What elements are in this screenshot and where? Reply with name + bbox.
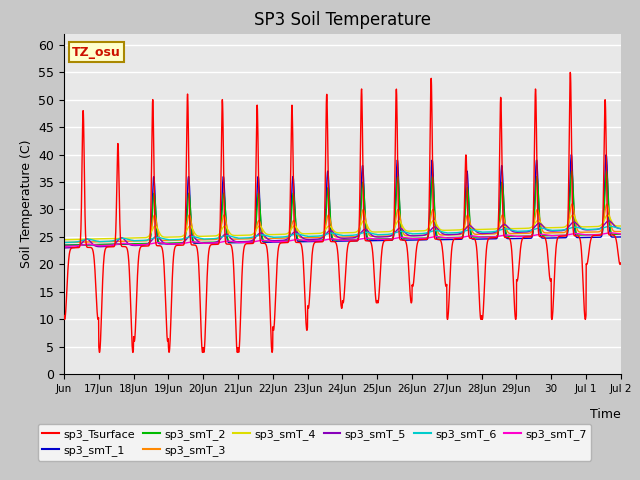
sp3_smT_7 <box>607 230 614 236</box>
sp3_Tsurface <box>116 210 124 216</box>
sp3_smT_1 <box>510 236 518 241</box>
sp3_smT_2 <box>236 239 244 245</box>
sp3_smT_5 <box>116 236 124 241</box>
sp3_smT_1 <box>609 234 617 240</box>
sp3_smT_4 <box>609 221 617 227</box>
sp3_smT_2 <box>510 233 518 239</box>
Line: sp3_smT_2: sp3_smT_2 <box>64 171 621 245</box>
sp3_Tsurface <box>60 312 68 318</box>
Line: sp3_smT_5: sp3_smT_5 <box>64 221 621 248</box>
sp3_smT_1 <box>617 234 625 240</box>
Y-axis label: Soil Temperature (C): Soil Temperature (C) <box>20 140 33 268</box>
sp3_smT_2 <box>60 242 68 248</box>
sp3_smT_5 <box>541 226 549 232</box>
sp3_smT_3 <box>541 230 549 236</box>
sp3_smT_4 <box>60 237 68 242</box>
sp3_smT_3 <box>603 201 611 207</box>
sp3_smT_2 <box>116 241 124 247</box>
sp3_smT_3 <box>376 233 383 239</box>
Line: sp3_smT_4: sp3_smT_4 <box>64 215 621 240</box>
Text: TZ_osu: TZ_osu <box>72 46 121 59</box>
sp3_smT_5 <box>60 245 68 251</box>
sp3_smT_1 <box>541 235 549 241</box>
sp3_smT_7 <box>116 241 124 247</box>
sp3_Tsurface <box>376 275 384 281</box>
sp3_smT_6 <box>541 226 549 232</box>
sp3_smT_7 <box>376 237 383 242</box>
sp3_smT_7 <box>236 240 244 245</box>
sp3_smT_2 <box>376 236 383 242</box>
sp3_smT_6 <box>60 240 68 245</box>
sp3_smT_6 <box>116 236 124 241</box>
sp3_smT_2 <box>609 231 617 237</box>
Line: sp3_smT_7: sp3_smT_7 <box>64 233 621 246</box>
sp3_smT_4 <box>617 223 625 229</box>
sp3_smT_5 <box>617 226 625 232</box>
sp3_smT_7 <box>510 233 518 239</box>
sp3_smT_4 <box>236 232 244 238</box>
sp3_Tsurface <box>542 237 550 242</box>
sp3_smT_6 <box>510 228 518 234</box>
sp3_smT_4 <box>541 225 549 230</box>
Line: sp3_smT_6: sp3_smT_6 <box>64 226 621 242</box>
sp3_smT_4 <box>116 236 124 241</box>
sp3_smT_1 <box>236 240 244 245</box>
sp3_smT_3 <box>617 228 625 234</box>
sp3_smT_7 <box>60 243 68 249</box>
sp3_smT_3 <box>60 240 68 245</box>
sp3_smT_1 <box>60 242 68 248</box>
sp3_Tsurface <box>566 70 574 75</box>
sp3_smT_6 <box>236 235 244 241</box>
sp3_smT_5 <box>609 221 617 227</box>
sp3_smT_3 <box>609 228 617 233</box>
sp3_smT_2 <box>541 233 549 239</box>
sp3_smT_3 <box>510 231 518 237</box>
sp3_smT_4 <box>376 229 383 235</box>
sp3_Tsurface <box>129 349 137 355</box>
sp3_smT_5 <box>236 239 244 245</box>
sp3_Tsurface <box>236 330 244 336</box>
sp3_smT_7 <box>609 230 617 236</box>
sp3_smT_4 <box>604 212 611 218</box>
Line: sp3_Tsurface: sp3_Tsurface <box>64 72 621 352</box>
sp3_smT_3 <box>236 236 244 242</box>
sp3_smT_6 <box>617 226 625 232</box>
sp3_Tsurface <box>510 297 518 303</box>
Title: SP3 Soil Temperature: SP3 Soil Temperature <box>254 11 431 29</box>
sp3_smT_1 <box>568 152 575 157</box>
sp3_smT_7 <box>617 231 625 237</box>
sp3_smT_2 <box>603 168 611 174</box>
sp3_smT_1 <box>116 241 124 247</box>
Line: sp3_smT_3: sp3_smT_3 <box>64 204 621 242</box>
sp3_smT_6 <box>606 223 614 229</box>
sp3_smT_1 <box>376 238 383 243</box>
Line: sp3_smT_1: sp3_smT_1 <box>64 155 621 245</box>
Text: Time: Time <box>590 408 621 421</box>
sp3_smT_4 <box>510 226 518 231</box>
sp3_smT_5 <box>510 229 518 235</box>
sp3_Tsurface <box>617 260 625 266</box>
sp3_smT_3 <box>116 239 124 244</box>
sp3_smT_5 <box>605 218 612 224</box>
sp3_Tsurface <box>609 232 617 238</box>
sp3_smT_7 <box>541 232 549 238</box>
sp3_smT_6 <box>376 232 383 238</box>
sp3_smT_6 <box>609 224 617 229</box>
sp3_smT_5 <box>376 234 383 240</box>
Legend: sp3_Tsurface, sp3_smT_1, sp3_smT_2, sp3_smT_3, sp3_smT_4, sp3_smT_5, sp3_smT_6, : sp3_Tsurface, sp3_smT_1, sp3_smT_2, sp3_… <box>38 424 591 460</box>
sp3_smT_2 <box>617 231 625 237</box>
